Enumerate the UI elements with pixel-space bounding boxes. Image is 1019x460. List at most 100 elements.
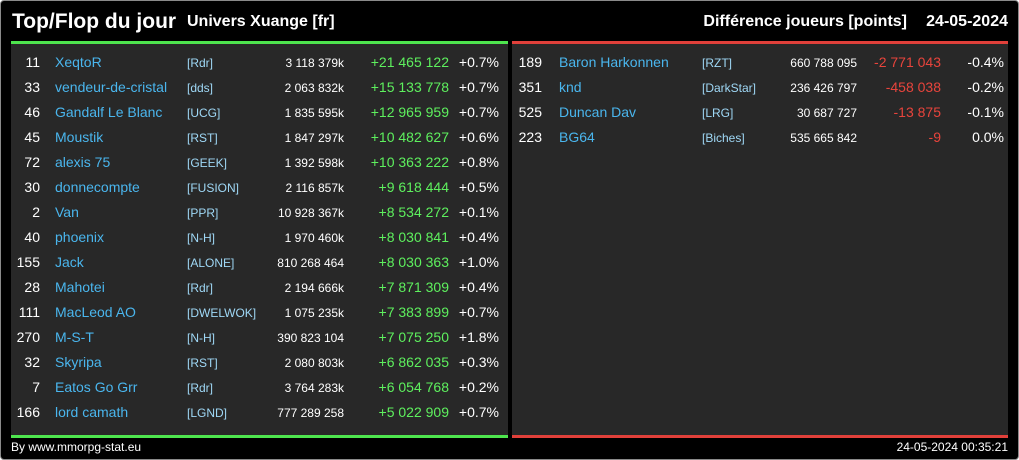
points-delta: +7 871 309: [378, 279, 449, 295]
player-name[interactable]: XeqtoR: [55, 54, 102, 70]
player-name[interactable]: BG64: [559, 129, 595, 145]
player-rank: 28: [24, 279, 40, 295]
percent-change: +0.6%: [458, 129, 499, 145]
player-name[interactable]: lord camath: [55, 404, 129, 420]
player-points: 1 847 297k: [284, 131, 344, 145]
top-row: 166 lord camath [LGND] 777 289 258 +5 022 90…: [11, 400, 508, 425]
alliance-tag[interactable]: [RST]: [187, 356, 218, 370]
player-name[interactable]: donnecompte: [55, 179, 140, 195]
player-points: 2 116 857k: [285, 181, 345, 195]
player-rank: 46: [24, 104, 40, 120]
player-rank: 11: [25, 54, 40, 70]
player-points: 1 075 235k: [284, 306, 344, 320]
player-name[interactable]: Gandalf Le Blanc: [55, 104, 163, 120]
alliance-tag[interactable]: [GEEK]: [187, 156, 228, 170]
alliance-tag[interactable]: [Rdr]: [187, 281, 214, 295]
points-delta: +15 133 778: [370, 79, 449, 95]
alliance-tag[interactable]: [DWELWOK]: [187, 306, 257, 320]
top-row: 2 Van [PPR] 10 928 367k +8 534 272 +0.1%: [11, 200, 508, 225]
alliance-tag[interactable]: [ALONE]: [187, 256, 235, 270]
percent-change: +1.0%: [458, 254, 499, 270]
points-delta: +6 862 035: [378, 354, 449, 370]
alliance-tag[interactable]: [RST]: [187, 131, 218, 145]
alliance-tag[interactable]: [PPR]: [187, 206, 219, 220]
alliance-tag[interactable]: [UCG]: [187, 106, 221, 120]
player-name[interactable]: Jack: [55, 254, 84, 270]
player-points: 10 928 367k: [277, 206, 344, 220]
player-rank: 525: [518, 104, 542, 120]
player-points: 1 970 460k: [284, 231, 344, 245]
player-name[interactable]: Eatos Go Grr: [55, 379, 138, 395]
alliance-tag[interactable]: [LRG]: [702, 106, 734, 120]
player-name[interactable]: alexis 75: [55, 154, 111, 170]
percent-change: +0.4%: [458, 279, 499, 295]
top-row: 33 vendeur-de-cristal [dds] 2 063 832k +15 1…: [11, 75, 508, 100]
top-row: 28 Mahotei [Rdr] 2 194 666k +7 871 309 +0.4%: [11, 275, 508, 300]
alliance-tag[interactable]: [DarkStar]: [702, 81, 757, 95]
player-rank: 40: [24, 229, 40, 245]
player-points: 660 788 095: [790, 56, 857, 70]
top-row: 72 alexis 75 [GEEK] 1 392 598k +10 363 222 +0…: [11, 150, 508, 175]
player-points: 2 063 832k: [284, 81, 344, 95]
top-row: 46 Gandalf Le Blanc [UCG] 1 835 595k +12 965…: [11, 100, 508, 125]
player-name[interactable]: MacLeod AO: [55, 304, 136, 320]
header-bar: Top/Flop du jour Univers Xuange [fr] Dif…: [1, 1, 1018, 41]
alliance-tag[interactable]: [N-H]: [187, 231, 215, 245]
points-delta: +10 363 222: [370, 154, 449, 170]
player-name[interactable]: Skyripa: [55, 354, 102, 370]
player-name[interactable]: knd: [559, 79, 582, 95]
player-rank: 33: [24, 79, 40, 95]
player-points: 3 764 283k: [284, 381, 344, 395]
player-rank: 7: [32, 379, 40, 395]
percent-change: +0.8%: [458, 154, 499, 170]
points-delta: +8 030 841: [378, 229, 449, 245]
player-rank: 155: [16, 254, 40, 270]
player-points: 2 194 666k: [284, 281, 344, 295]
footer-bar: By www.mmorpg-stat.eu 24-05-2024 00:35:2…: [1, 438, 1018, 458]
page-title: Top/Flop du jour: [12, 10, 177, 33]
alliance-tag[interactable]: [RZT]: [702, 56, 732, 70]
points-delta: -2 771 043: [874, 54, 941, 70]
alliance-tag[interactable]: [Rdr]: [187, 56, 214, 70]
player-points: 1 835 595k: [284, 106, 344, 120]
top-players-list: 11 XeqtoR [Rdr] 3 118 379k +21 465 122 +0.7% 3…: [11, 41, 508, 438]
alliance-tag[interactable]: [N-H]: [187, 331, 215, 345]
universe-label: Univers Xuange [fr]: [187, 13, 335, 30]
percent-change: +0.7%: [458, 54, 499, 70]
player-rank: 351: [518, 79, 542, 95]
alliance-tag[interactable]: [LGND]: [187, 406, 228, 420]
player-points: 236 426 797: [790, 81, 857, 95]
player-points: 1 392 598k: [284, 156, 344, 170]
alliance-tag[interactable]: [Biches]: [702, 131, 745, 145]
points-delta: +9 618 444: [378, 179, 449, 195]
player-name[interactable]: Mahotei: [55, 279, 105, 295]
top-row: 32 Skyripa [RST] 2 080 803k +6 862 035 +0.3%: [11, 350, 508, 375]
percent-change: +0.4%: [458, 229, 499, 245]
player-name[interactable]: phoenix: [55, 229, 105, 245]
percent-change: 0.0%: [972, 129, 1004, 145]
player-rank: 270: [16, 329, 40, 345]
footer-credit: By www.mmorpg-stat.eu: [11, 440, 142, 454]
percent-change: +0.7%: [458, 404, 499, 420]
top-row: 30 donnecompte [FUSION] 2 116 857k +9 618 44…: [11, 175, 508, 200]
flop-row: 351 knd [DarkStar] 236 426 797 -458 038 -0.2%: [512, 75, 1008, 100]
points-delta: +8 030 363: [378, 254, 449, 270]
player-points: 535 665 842: [790, 131, 857, 145]
top-row: 7 Eatos Go Grr [Rdr] 3 764 283k +6 054 768 +0…: [11, 375, 508, 400]
player-name[interactable]: Moustik: [55, 129, 104, 145]
flop-row: 525 Duncan Dav [LRG] 30 687 727 -13 875 -0.1%: [512, 100, 1008, 125]
alliance-tag[interactable]: [Rdr]: [187, 381, 214, 395]
alliance-tag[interactable]: [FUSION]: [187, 181, 240, 195]
player-name[interactable]: M-S-T: [55, 329, 94, 345]
points-delta: -9: [928, 129, 941, 145]
top-row: 270 M-S-T [N-H] 390 823 104 +7 075 250 +1.8%: [11, 325, 508, 350]
points-delta: +6 054 768: [378, 379, 449, 395]
flop-players-list: 189 Baron Harkonnen [RZT] 660 788 095 -2 771…: [512, 41, 1008, 438]
player-rank: 45: [24, 129, 40, 145]
player-name[interactable]: vendeur-de-cristal: [55, 79, 168, 95]
alliance-tag[interactable]: [dds]: [187, 81, 214, 95]
player-name[interactable]: Duncan Dav: [559, 104, 637, 120]
player-name[interactable]: Baron Harkonnen: [559, 54, 669, 70]
player-name[interactable]: Van: [55, 204, 79, 220]
